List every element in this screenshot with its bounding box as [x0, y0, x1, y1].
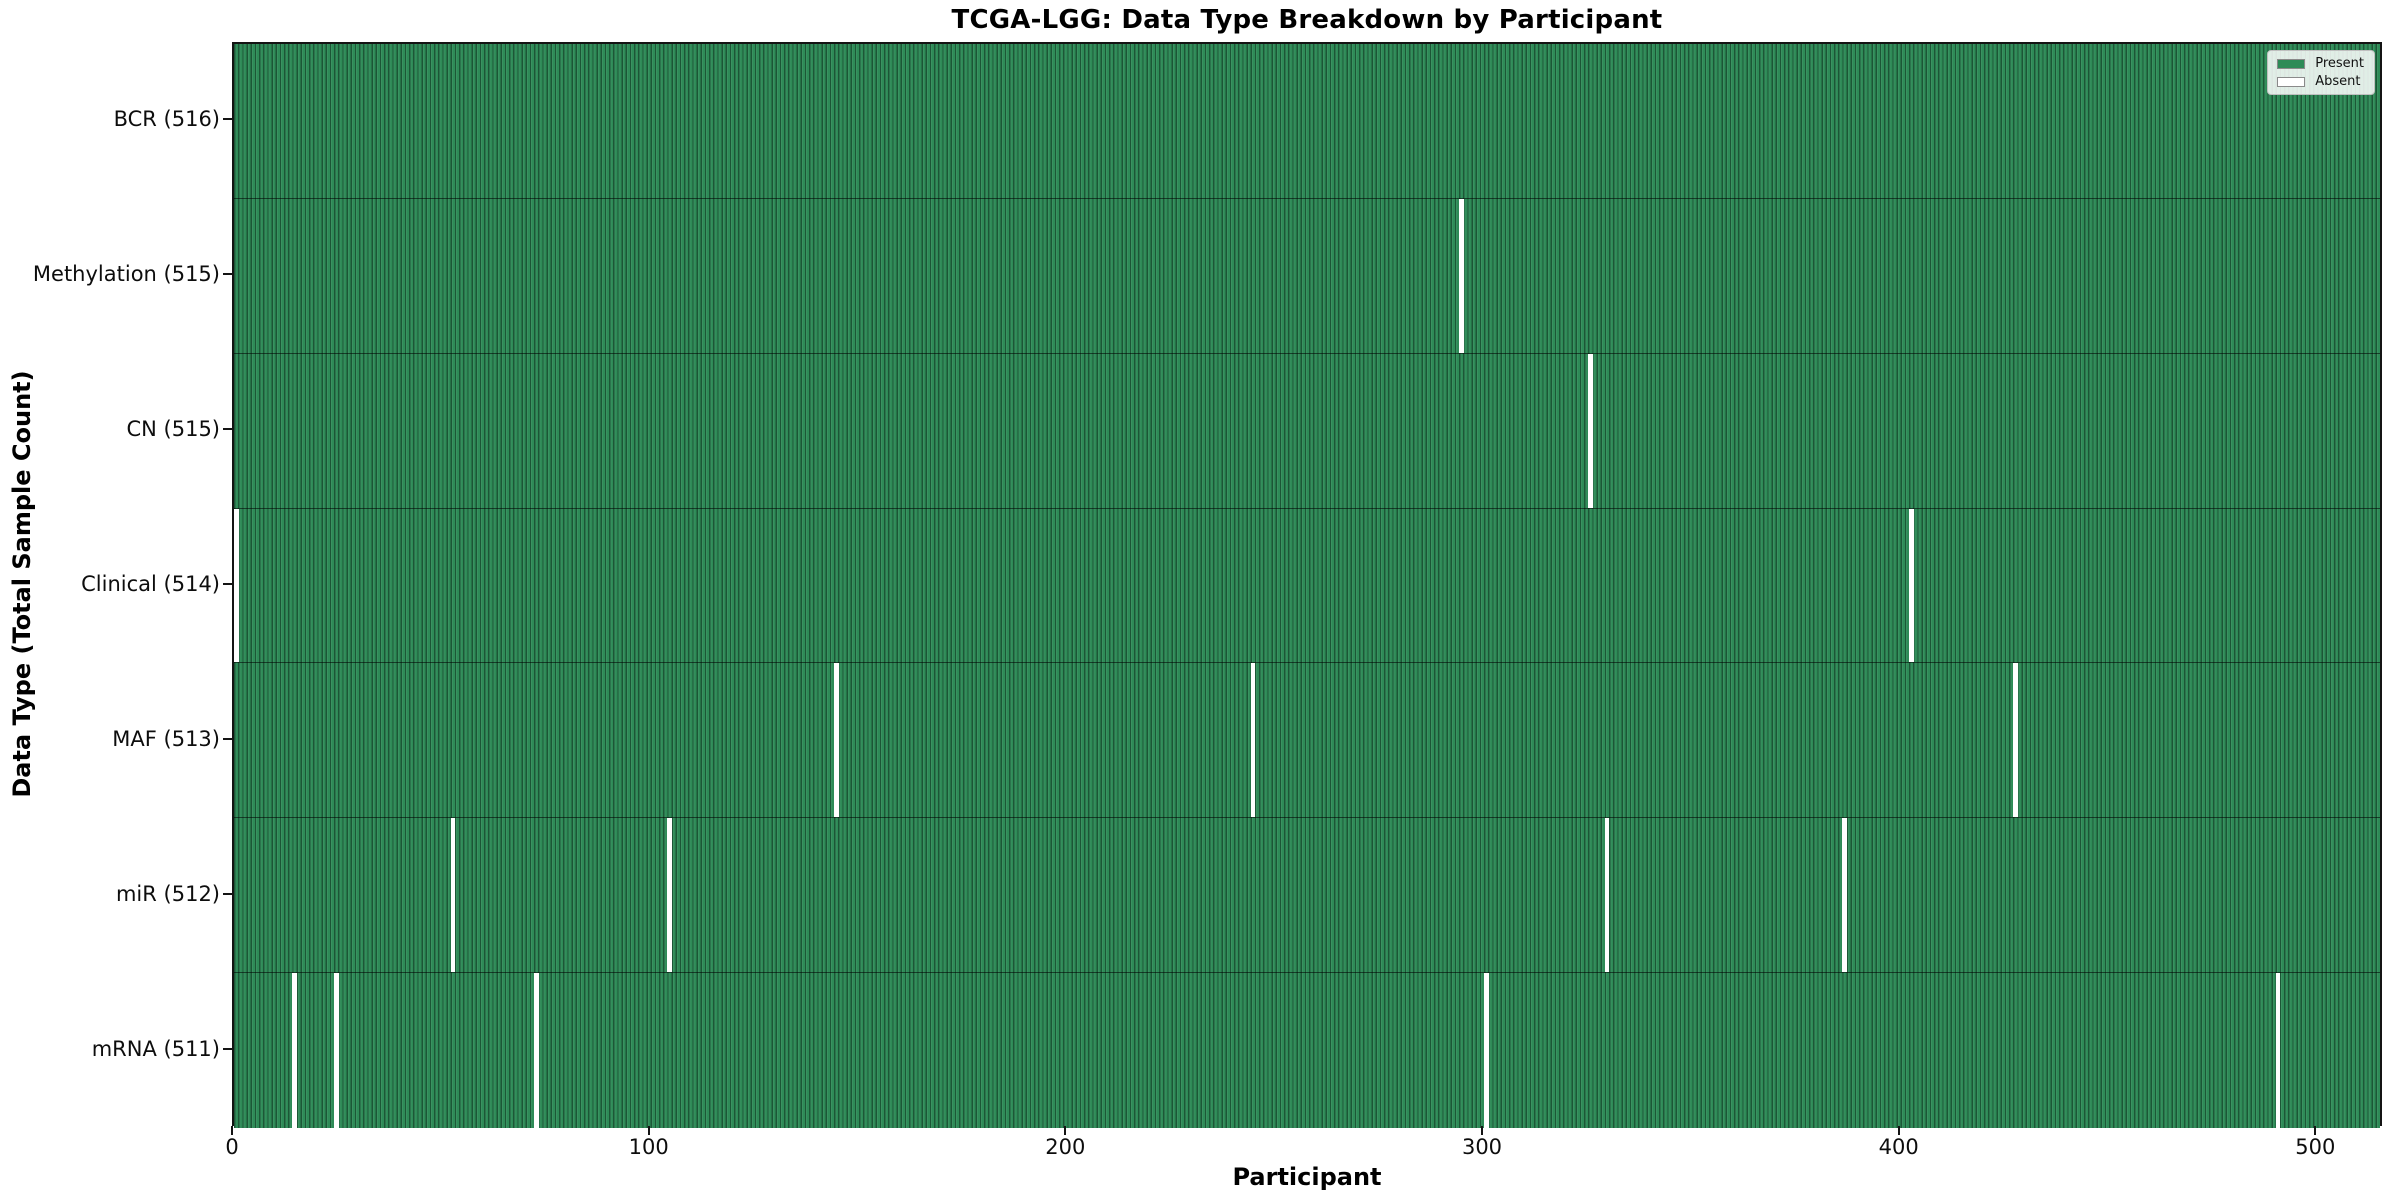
data-row-BCR — [234, 44, 2380, 199]
xtick-label-100: 100 — [628, 1135, 669, 1159]
rows-container — [234, 44, 2380, 1128]
ytick-mark-Methylation — [223, 273, 232, 276]
xtick-mark-400 — [1897, 1126, 1900, 1135]
absent-stripe-miR-386 — [1842, 818, 1847, 973]
xtick-mark-200 — [1064, 1126, 1067, 1135]
absent-stripe-mRNA-24 — [334, 973, 339, 1128]
data-row-Methylation — [234, 198, 2380, 354]
xtick-label-0: 0 — [225, 1135, 239, 1159]
absent-stripe-CN-325 — [1588, 353, 1593, 508]
ytick-label-mRNA: mRNA (511) — [91, 1036, 220, 1061]
absent-stripe-miR-52 — [450, 818, 456, 973]
data-row-miR — [234, 818, 2380, 974]
xtick-mark-500 — [2314, 1126, 2317, 1135]
legend-entry-present: Present — [2277, 57, 2364, 70]
ytick-label-CN: CN (515) — [126, 417, 220, 442]
legend: Present Absent — [2267, 50, 2375, 95]
xtick-label-300: 300 — [1461, 1135, 1503, 1159]
ytick-label-BCR: BCR (516) — [113, 107, 220, 132]
xtick-label-400: 400 — [1878, 1135, 1919, 1159]
data-row-Clinical — [234, 508, 2380, 664]
absent-stripe-Clinical-402 — [1909, 508, 1914, 663]
plot-area: Present Absent — [232, 42, 2382, 1128]
ytick-label-miR: miR (512) — [115, 881, 220, 906]
absent-stripe-MAF-427 — [2013, 663, 2018, 818]
ytick-mark-BCR — [223, 118, 232, 121]
absent-stripe-mRNA-300 — [1484, 973, 1489, 1128]
data-row-mRNA — [234, 973, 2380, 1128]
data-row-MAF — [234, 663, 2380, 819]
xtick-label-200: 200 — [1045, 1135, 1086, 1159]
absent-stripe-MAF-144 — [834, 663, 839, 818]
legend-label-present: Present — [2315, 56, 2364, 71]
legend-label-absent: Absent — [2315, 74, 2361, 89]
absent-stripe-MAF-244 — [1250, 663, 1256, 818]
xtick-mark-300 — [1481, 1126, 1483, 1135]
xtick-label-500: 500 — [2295, 1135, 2336, 1159]
chart-title: TCGA-LGG: Data Type Breakdown by Partici… — [951, 5, 1663, 35]
ytick-label-MAF: MAF (513) — [112, 726, 220, 751]
x-axis-label: Participant — [1232, 1163, 1382, 1191]
ytick-mark-MAF — [223, 737, 232, 740]
ytick-mark-miR — [223, 892, 232, 895]
absent-stripe-Clinical-0 — [234, 508, 239, 663]
ytick-label-Clinical: Clinical (514) — [81, 572, 220, 596]
xtick-mark-0 — [231, 1126, 233, 1135]
present-swatch — [2277, 58, 2306, 69]
absent-stripe-mRNA-14 — [292, 973, 297, 1128]
absent-stripe-mRNA-490 — [2275, 973, 2281, 1128]
absent-swatch — [2277, 76, 2306, 87]
absent-stripe-miR-104 — [667, 818, 672, 973]
ytick-mark-mRNA — [223, 1047, 232, 1050]
ytick-mark-Clinical — [223, 583, 232, 585]
absent-stripe-Methylation-294 — [1459, 198, 1464, 353]
xtick-mark-100 — [647, 1126, 650, 1135]
absent-stripe-miR-329 — [1604, 818, 1610, 973]
legend-entry-absent: Absent — [2277, 75, 2364, 88]
ytick-mark-CN — [223, 428, 232, 431]
absent-stripe-mRNA-72 — [534, 973, 539, 1128]
data-row-CN — [234, 353, 2380, 509]
ytick-label-Methylation: Methylation (515) — [32, 262, 220, 287]
